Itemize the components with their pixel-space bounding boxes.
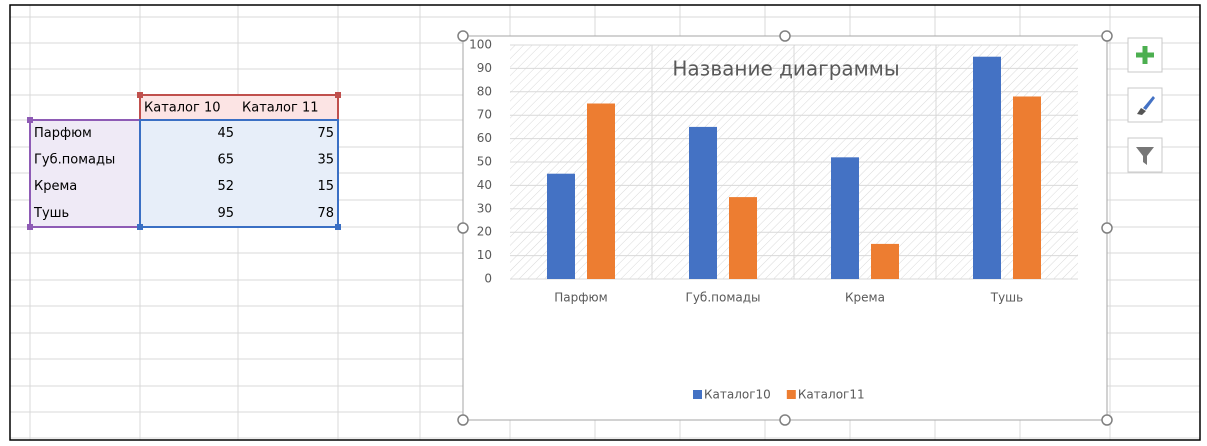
- y-tick-label: 80: [477, 84, 492, 98]
- y-tick-label: 40: [477, 178, 492, 192]
- x-tick-label: Тушь: [990, 291, 1023, 305]
- sheet-border: [9, 4, 1201, 441]
- legend-label: Каталог11: [798, 388, 865, 402]
- row-label: Парфюм: [34, 126, 92, 141]
- cell-value: 78: [317, 206, 334, 221]
- legend-swatch: [693, 390, 702, 399]
- bar: [587, 103, 615, 279]
- legend-swatch: [786, 390, 796, 399]
- cell-value: 52: [217, 179, 234, 194]
- x-tick-label: Губ.помады: [686, 291, 761, 305]
- column-header: Каталог 10: [144, 101, 221, 116]
- cell-value: 95: [217, 206, 234, 221]
- y-tick-label: 100: [469, 38, 492, 52]
- range-handle: [27, 224, 33, 230]
- header-fill: [140, 95, 338, 120]
- handles: [457, 30, 1113, 426]
- bar: [831, 157, 859, 279]
- chart-title: Название диаграммы: [672, 57, 899, 81]
- bar: [547, 173, 575, 279]
- y-tick-label: 30: [477, 201, 492, 215]
- y-tick-label: 20: [477, 225, 492, 239]
- label-fill: [30, 120, 140, 227]
- row-label: Губ.помады: [34, 153, 115, 168]
- y-tick-label: 90: [477, 61, 492, 75]
- cell-value: 15: [317, 179, 334, 194]
- range-handle: [27, 117, 33, 123]
- chart-styles-button[interactable]: [1127, 87, 1163, 123]
- range-handle: [335, 224, 341, 230]
- legend-label: Каталог10: [704, 388, 771, 402]
- row-label: Тушь: [33, 206, 69, 221]
- cell-value: 35: [317, 153, 334, 168]
- y-tick-label: 60: [477, 131, 492, 145]
- x-tick-label: Крема: [845, 291, 885, 305]
- y-tick-label: 70: [477, 108, 492, 122]
- cell-value: 75: [317, 126, 334, 141]
- range-handle: [335, 92, 341, 98]
- bar: [871, 243, 899, 279]
- y-tick-label: 50: [477, 155, 492, 169]
- cell-value: 65: [217, 153, 234, 168]
- data-table: Каталог 10 Каталог 11 Парфюм 45 75 Губ.помады…: [27, 92, 341, 230]
- bar: [729, 197, 757, 279]
- chart-elements-button[interactable]: [1127, 37, 1163, 73]
- y-tick-label: 10: [477, 248, 492, 262]
- range-handle: [137, 92, 143, 98]
- range-handle: [137, 224, 143, 230]
- chart-filters-button[interactable]: [1127, 137, 1163, 173]
- x-tick-label: Парфюм: [554, 291, 607, 305]
- bar: [973, 56, 1001, 280]
- column-header: Каталог 11: [242, 101, 319, 116]
- bar: [689, 126, 717, 280]
- values-fill: [140, 120, 338, 227]
- values-range: [139, 119, 339, 228]
- chart: 0 10 20 30 40 50 60 70 80 90 100 Парфюм Губ.помады Кр…: [469, 38, 1078, 402]
- y-tick-label: 0: [484, 272, 492, 286]
- cell-value: 45: [217, 126, 234, 141]
- bar: [1013, 96, 1041, 279]
- row-label: Крема: [34, 179, 77, 194]
